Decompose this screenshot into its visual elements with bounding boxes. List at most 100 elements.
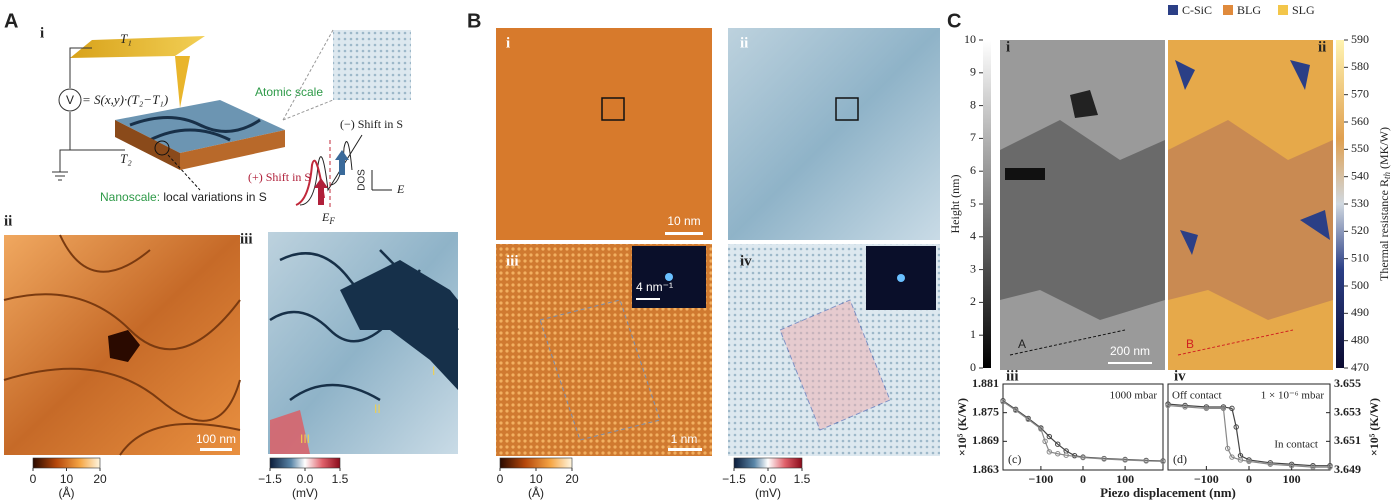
scale-bar [668, 448, 702, 451]
annotation: Off contact [1172, 390, 1222, 402]
axis-tick-label: 540 [1351, 168, 1369, 182]
y-axis-title: ×10⁵ (K/W) [1367, 398, 1381, 456]
figure: A i V = S(x,y)·(T₂−T₁) T₁ T₂ Atomic scal… [0, 0, 1393, 502]
nanoscale-word: Nanoscale: [100, 190, 160, 204]
x-axis-title: Piezo displacement (nm) [1100, 485, 1236, 500]
condition: 1 × 10⁻⁶ mbar [1261, 390, 1325, 402]
dos-label: DOS [357, 169, 368, 191]
axis-tick-label: 480 [1351, 332, 1369, 346]
colorbar-tick-label: 20 [93, 472, 107, 486]
y-tick-label: 3.653 [1334, 404, 1361, 418]
ground [52, 172, 68, 180]
fermi-label: EF [321, 210, 335, 226]
axis-tick-label: 1 [970, 327, 976, 341]
atomic-inset [333, 30, 411, 100]
nanoscale-text: local variations in S [160, 190, 267, 204]
axis-tick-label: 0 [970, 360, 976, 374]
panel-label: A [4, 10, 18, 32]
height-colorbar [983, 40, 991, 368]
axis-tick-label: 580 [1351, 59, 1369, 73]
axis-tick-label: 2 [970, 294, 976, 308]
colorbar-tick-label: 0.0 [760, 472, 777, 486]
colorbar-unit: (Å) [59, 485, 75, 500]
condition: 1000 mbar [1110, 390, 1158, 402]
y-tick-label: 1.875 [972, 404, 999, 418]
colorbar-unit: (Å) [528, 485, 544, 500]
plus-shift-label: (+) Shift in S [248, 170, 311, 184]
subpanel-label: iii [506, 253, 519, 269]
colorbar-tick-label: 0 [497, 472, 504, 486]
colorbar-tick-label: 10 [60, 472, 74, 486]
annotation: In contact [1274, 439, 1318, 451]
axis-tick-label: 510 [1351, 250, 1369, 264]
subpanel-label: ii [4, 213, 12, 229]
scale-bar [665, 232, 703, 235]
colorbar-tick-label: 10 [529, 472, 543, 486]
axis-tick-label: 500 [1351, 278, 1369, 292]
inset-scale: 4 nm⁻¹ [636, 280, 673, 294]
axis-tick-label: 560 [1351, 114, 1369, 128]
colorbar-tick-label: 0.0 [297, 472, 314, 486]
subpanel-label: iv [740, 253, 752, 269]
colorbar-tick-label: −1.5 [258, 472, 282, 486]
axis-tick-label: 490 [1351, 305, 1369, 319]
legend-swatch [1278, 5, 1288, 15]
fermi-sub: F [328, 216, 335, 226]
tip-temperature: T₁ [120, 31, 132, 46]
axis-tick-label: 550 [1351, 141, 1369, 155]
subpanel-label: i [1006, 39, 1010, 55]
axis-title-end: (MK/W) [1377, 127, 1391, 172]
subpanel-label: i [40, 25, 44, 41]
tip [175, 56, 190, 108]
colorbar-tick-label: −1.5 [722, 472, 746, 486]
axis-tick-label: 10 [964, 32, 976, 46]
line-label: B [1186, 337, 1194, 351]
formula: = S(x,y)·(T₂−T₁) [82, 92, 168, 107]
axis-tick-label: 470 [1351, 360, 1369, 374]
colorbar-tick-label: 1.5 [794, 472, 811, 486]
legend-swatch [1223, 5, 1233, 15]
subpanel-label: ii [1318, 39, 1326, 55]
region-label: III [300, 432, 310, 446]
axis-tick-label: 5 [970, 196, 976, 210]
subpanel-label: iii [1006, 368, 1019, 384]
axis-tick-label: 3 [970, 261, 976, 275]
axis-tick-label: 4 [970, 229, 976, 243]
legend-label: C-SiC [1182, 3, 1212, 17]
colorbar-unit: (mV) [292, 486, 318, 500]
axis-tick-label: 6 [970, 163, 976, 177]
axis-tick-label: 7 [970, 130, 976, 144]
y-tick-label: 3.649 [1334, 462, 1361, 476]
axis-tick-label: 570 [1351, 86, 1369, 100]
x-tick-label: 0 [1080, 472, 1086, 486]
panel-label: B [467, 10, 481, 32]
subpanel-label: ii [740, 35, 748, 51]
colorbar-tick-label: 0 [30, 472, 37, 486]
panel-tag: (c) [1008, 452, 1021, 466]
scale-label: 10 nm [667, 214, 700, 228]
y-tick-label: 1.881 [972, 376, 999, 390]
axis-title-main: Thermal resistance R [1377, 179, 1391, 281]
y-tick-label: 1.869 [972, 433, 999, 447]
x-tick-label: 0 [1246, 472, 1252, 486]
x-tick-label: 100 [1116, 472, 1134, 486]
subpanel-label: iv [1174, 368, 1186, 384]
colorbar [500, 458, 572, 468]
scale-bar [636, 298, 660, 300]
colorbar-tick-label: 1.5 [332, 472, 349, 486]
voltmeter-label: V [66, 93, 74, 107]
scale-bar [200, 448, 232, 451]
seebeck-image [728, 28, 940, 240]
atomic-scale-label: Atomic scale [255, 85, 323, 99]
fft-peak [897, 274, 905, 282]
axis-tick-label: 8 [970, 97, 976, 111]
zoom-lines [283, 30, 333, 120]
y-axis-title: ×10⁵ (K/W) [955, 398, 969, 456]
axis-tick-label: 520 [1351, 223, 1369, 237]
colorbar-tick-label: 20 [565, 472, 579, 486]
panel-label: C [947, 10, 961, 32]
region-label: I [432, 364, 435, 378]
x-tick-label: −100 [1028, 472, 1053, 486]
minus-shift-label: (−) Shift in S [340, 117, 403, 131]
scale-label: 100 nm [196, 432, 236, 446]
